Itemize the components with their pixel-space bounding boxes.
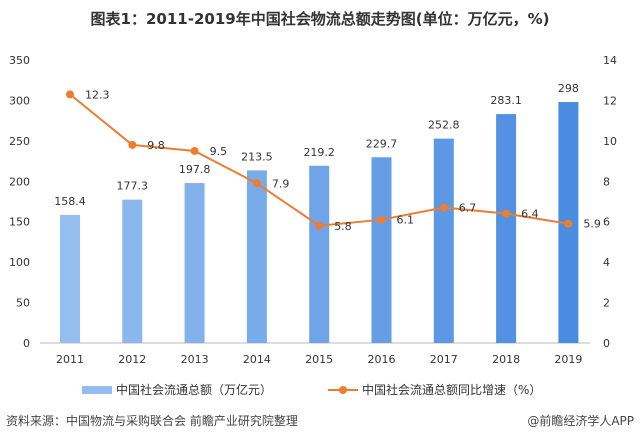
y-left-tick-label: 300: [9, 94, 30, 107]
bar-2015: [309, 165, 330, 343]
legend-line: 中国社会流通总额同比增速（%）: [328, 381, 541, 398]
y-right-tick-label: 2: [603, 297, 610, 310]
y-left-tick-label: 50: [16, 297, 30, 310]
bar-data-label: 213.5: [241, 150, 273, 163]
line-data-label: 12.3: [85, 88, 110, 101]
chart-title: 图表1：2011-2019年中国社会物流总额走势图(单位：万亿元，%): [90, 10, 550, 28]
legend-bar-label: 中国社会流通总额（万亿元）: [116, 383, 273, 397]
bar-data-label: 252.8: [428, 119, 460, 132]
x-tick-label: 2018: [492, 353, 520, 366]
line-data-label: 6.7: [459, 202, 477, 215]
x-tick-label: 2014: [243, 353, 271, 366]
y-right-tick-label: 14: [603, 54, 617, 67]
line-data-label: 6.4: [521, 208, 539, 221]
y-left-tick-label: 200: [9, 175, 30, 188]
line-data-label: 5.9: [583, 218, 601, 231]
y-right-tick-label: 4: [603, 256, 610, 269]
bar-2017: [433, 138, 454, 343]
line-point-2016: [377, 215, 386, 224]
line-point-2019: [564, 219, 573, 228]
line-point-2017: [439, 203, 448, 212]
x-tick-label: 2013: [181, 353, 209, 366]
y-right-tick-label: 10: [603, 135, 617, 148]
bar-2016: [371, 157, 392, 343]
bar-2013: [184, 183, 205, 343]
y-left-tick-label: 0: [23, 337, 30, 350]
line-point-2013: [190, 146, 199, 155]
bar-2012: [122, 199, 143, 343]
line-data-label: 6.1: [397, 214, 415, 227]
bar-data-label: 283.1: [490, 94, 522, 107]
legend-bar-swatch: [82, 385, 112, 394]
y-right-tick-label: 12: [603, 94, 617, 107]
source-note: 资料来源：中国物流与采购联合会 前瞻产业研究院整理: [6, 414, 298, 428]
y-right-tick-label: 6: [603, 216, 610, 229]
line-point-2018: [502, 209, 511, 218]
bar-2011: [60, 214, 80, 343]
bar-data-label: 219.2: [303, 146, 335, 159]
credit-note: @前瞻经济学人APP: [527, 414, 634, 428]
line-point-2011: [66, 90, 74, 99]
line-data-label: 5.8: [334, 220, 352, 233]
y-left-tick-label: 150: [9, 216, 30, 229]
x-tick-label: 2016: [368, 353, 396, 366]
line-point-2012: [128, 140, 137, 149]
legend-bar: 中国社会流通总额（万亿元）: [82, 381, 272, 398]
legend-line-swatch: [328, 385, 358, 394]
x-tick-label: 2012: [118, 353, 146, 366]
bar-data-label: 177.3: [117, 180, 149, 193]
bar-2014: [246, 170, 267, 343]
y-left-tick-label: 100: [9, 256, 30, 269]
legend-line-label: 中国社会流通总额同比增速（%）: [362, 383, 542, 397]
x-tick-label: 2011: [56, 353, 84, 366]
bar-data-label: 229.7: [366, 137, 398, 150]
bar-data-label: 298: [558, 82, 579, 95]
x-tick-label: 2019: [554, 353, 582, 366]
y-right-tick-label: 8: [603, 175, 610, 188]
line-point-2014: [252, 179, 261, 188]
line-data-label: 9.8: [147, 139, 165, 152]
bar-data-label: 197.8: [179, 163, 211, 176]
line-point-2015: [315, 221, 324, 230]
y-left-tick-label: 350: [9, 54, 30, 67]
line-data-label: 7.9: [272, 177, 290, 190]
y-left-tick-label: 250: [9, 135, 30, 148]
x-tick-label: 2015: [305, 353, 333, 366]
x-tick-label: 2017: [430, 353, 458, 366]
bar-data-label: 158.4: [54, 195, 86, 208]
bar-2018: [496, 114, 517, 343]
line-data-label: 9.5: [210, 145, 228, 158]
y-right-tick-label: 0: [603, 337, 610, 350]
